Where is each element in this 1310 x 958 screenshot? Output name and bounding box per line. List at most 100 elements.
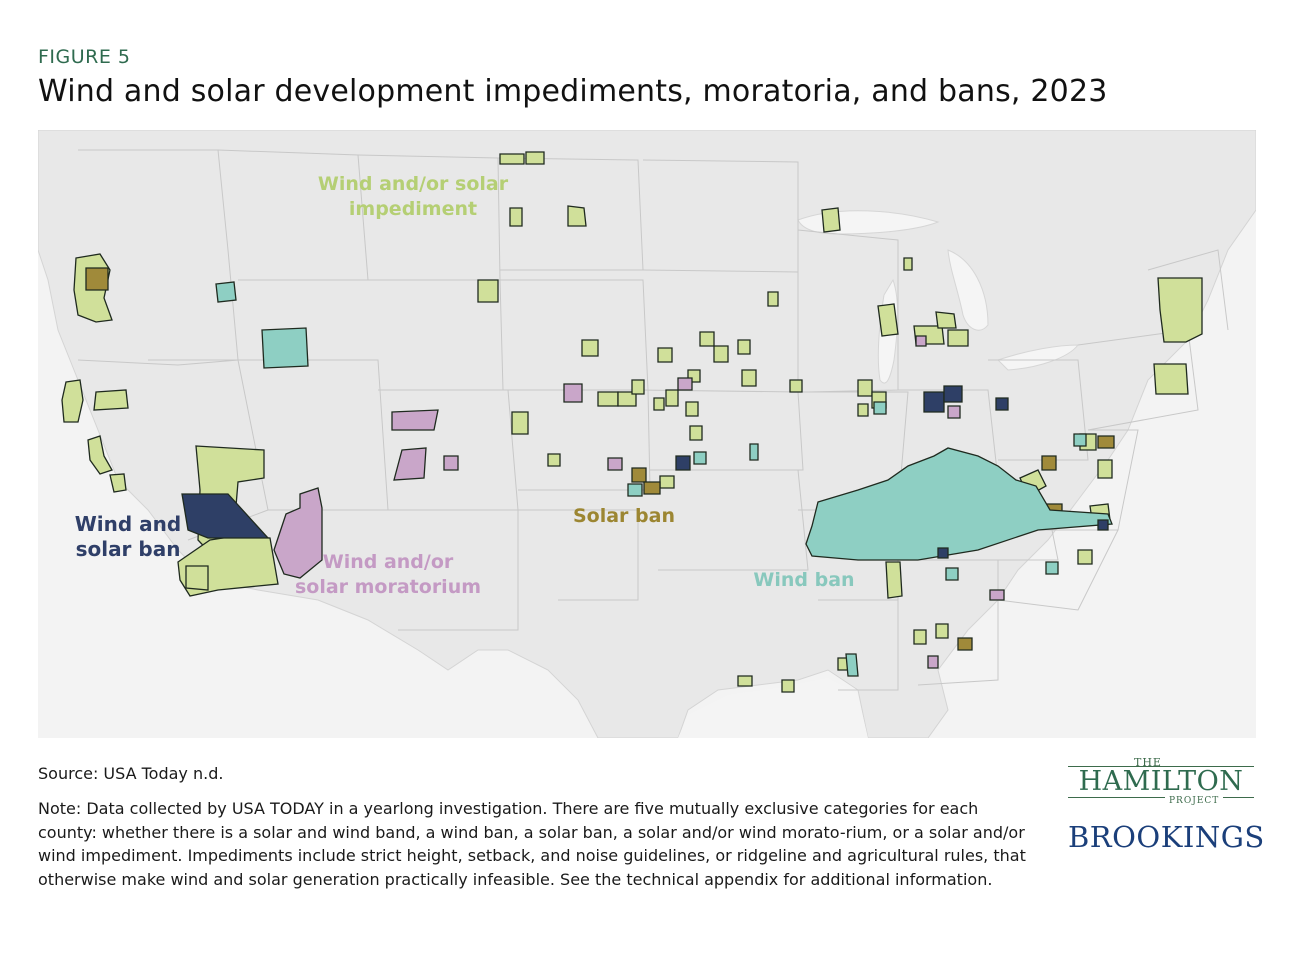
label-impediment-line-1: Wind and/or solar (317, 173, 509, 195)
county-ne-d (657, 347, 673, 363)
county-ky-tn-windban (805, 447, 1113, 561)
county-ga-windban (945, 567, 959, 581)
county-ks-b (547, 453, 561, 467)
label-wind-ban: Wind ban (744, 568, 864, 593)
us-county-map: Wind and/or solar impediment Wind and so… (38, 130, 1256, 738)
hamilton-the: THE (1134, 756, 1162, 769)
county-nd-north-2 (525, 151, 545, 165)
county-or-solarban (85, 267, 109, 291)
source-note: Source: USA Today n.d. (38, 764, 224, 783)
county-va-solarban-a (1041, 455, 1057, 471)
county-ia-d (737, 339, 751, 355)
county-tn-bothban (937, 547, 949, 559)
lake-huron (947, 249, 989, 331)
county-ia-e (741, 369, 757, 387)
county-mi-a (877, 303, 899, 337)
county-ks-bothban (675, 455, 691, 471)
county-id-windban (215, 281, 237, 303)
county-ne-moratorium (563, 383, 583, 403)
county-california-mid (109, 473, 127, 493)
state-borders (77, 149, 1229, 691)
county-co-b (393, 447, 427, 481)
county-oh-bothban-c (995, 397, 1009, 411)
county-oregon-east (93, 389, 129, 411)
county-nc-windban (1045, 561, 1059, 575)
county-ok-a (659, 475, 675, 489)
county-va-b (1097, 459, 1113, 479)
county-nd-north (499, 153, 525, 165)
county-ks-a (511, 411, 529, 435)
county-ia-b (699, 331, 715, 347)
label-both-ban-line-1: Wind and (74, 512, 182, 536)
county-oh-bothban-a (923, 391, 945, 413)
figure-title: Wind and solar development impediments, … (38, 74, 1108, 109)
figure-eyebrow: FIGURE 5 (38, 46, 131, 68)
label-solar-ban: Solar ban (564, 504, 684, 529)
county-ny-cluster (1153, 363, 1189, 395)
county-nc-b (1077, 549, 1093, 565)
county-oh-moratorium (947, 405, 961, 419)
county-ia-windban (693, 451, 707, 465)
county-mo-b (689, 425, 703, 441)
county-mo-a (685, 401, 699, 417)
footnote: Note: Data collected by USA TODAY in a y… (38, 799, 1026, 889)
county-tn-a (935, 623, 949, 639)
county-co-a (391, 409, 439, 431)
county-sd (477, 279, 499, 303)
county-sc-moratorium (989, 589, 1005, 601)
label-impediment: Wind and/or solar impediment (298, 172, 528, 222)
map-svg (38, 130, 1256, 738)
county-ks-solarban-a (631, 467, 647, 483)
label-moratorium-line-2: solar moratorium (294, 576, 482, 598)
county-ms-a (913, 629, 927, 645)
county-mn-a (821, 207, 841, 233)
county-mi-moratorium (915, 335, 927, 347)
moratorium-counties (273, 335, 1005, 669)
county-il-windban (749, 443, 759, 461)
county-ia-g (665, 389, 679, 407)
county-va-solarban-b (1097, 435, 1115, 449)
county-nd-a (509, 207, 523, 227)
county-va-windban (1073, 433, 1087, 447)
county-va-bothban (1097, 519, 1109, 531)
label-moratorium: Wind and/or solar moratorium (288, 550, 488, 600)
county-ia-moratorium (677, 377, 693, 391)
county-ca-bothban (181, 493, 270, 539)
county-al-a (885, 561, 903, 599)
county-california-north (87, 435, 113, 475)
county-ia-c (713, 345, 729, 363)
county-ks-solarban-b (643, 481, 661, 495)
county-ia-a (767, 291, 779, 307)
county-ia-f (653, 397, 665, 411)
county-in-windban (873, 401, 887, 415)
county-ne-c (617, 391, 637, 407)
county-mn-b (903, 257, 913, 271)
county-ga-solarban (957, 637, 973, 651)
county-tx-a (737, 675, 753, 687)
county-mi-d (947, 329, 969, 347)
county-vt-cluster (1157, 277, 1203, 343)
county-ne-b (597, 391, 619, 407)
label-solar-ban-line-1: Solar ban (572, 505, 675, 527)
hamilton-project-logo: HAMILTON (1068, 766, 1254, 798)
wind-ban-counties (215, 281, 1113, 677)
county-in-a (857, 379, 873, 397)
county-ks-moratorium (607, 457, 623, 471)
gulf-of-mexico (678, 678, 868, 738)
land-mass (38, 130, 1256, 738)
brookings-logo: BROOKINGS (1068, 820, 1265, 854)
label-moratorium-line-1: Wind and/or (322, 551, 454, 573)
county-az-large (273, 487, 323, 579)
county-ks-windban (627, 483, 643, 497)
county-ne-e (631, 379, 645, 395)
label-both-ban-line-2: solar ban (75, 537, 181, 561)
county-la (185, 565, 209, 591)
county-co-c (443, 455, 459, 471)
county-ga-moratorium (927, 655, 939, 669)
county-ne-a (581, 339, 599, 357)
county-oh-bothban-b (943, 385, 963, 403)
label-impediment-line-2: impediment (348, 198, 478, 220)
label-both-ban: Wind and solar ban (58, 512, 198, 562)
county-mi-c (935, 311, 957, 329)
both-ban-counties (181, 385, 1109, 559)
